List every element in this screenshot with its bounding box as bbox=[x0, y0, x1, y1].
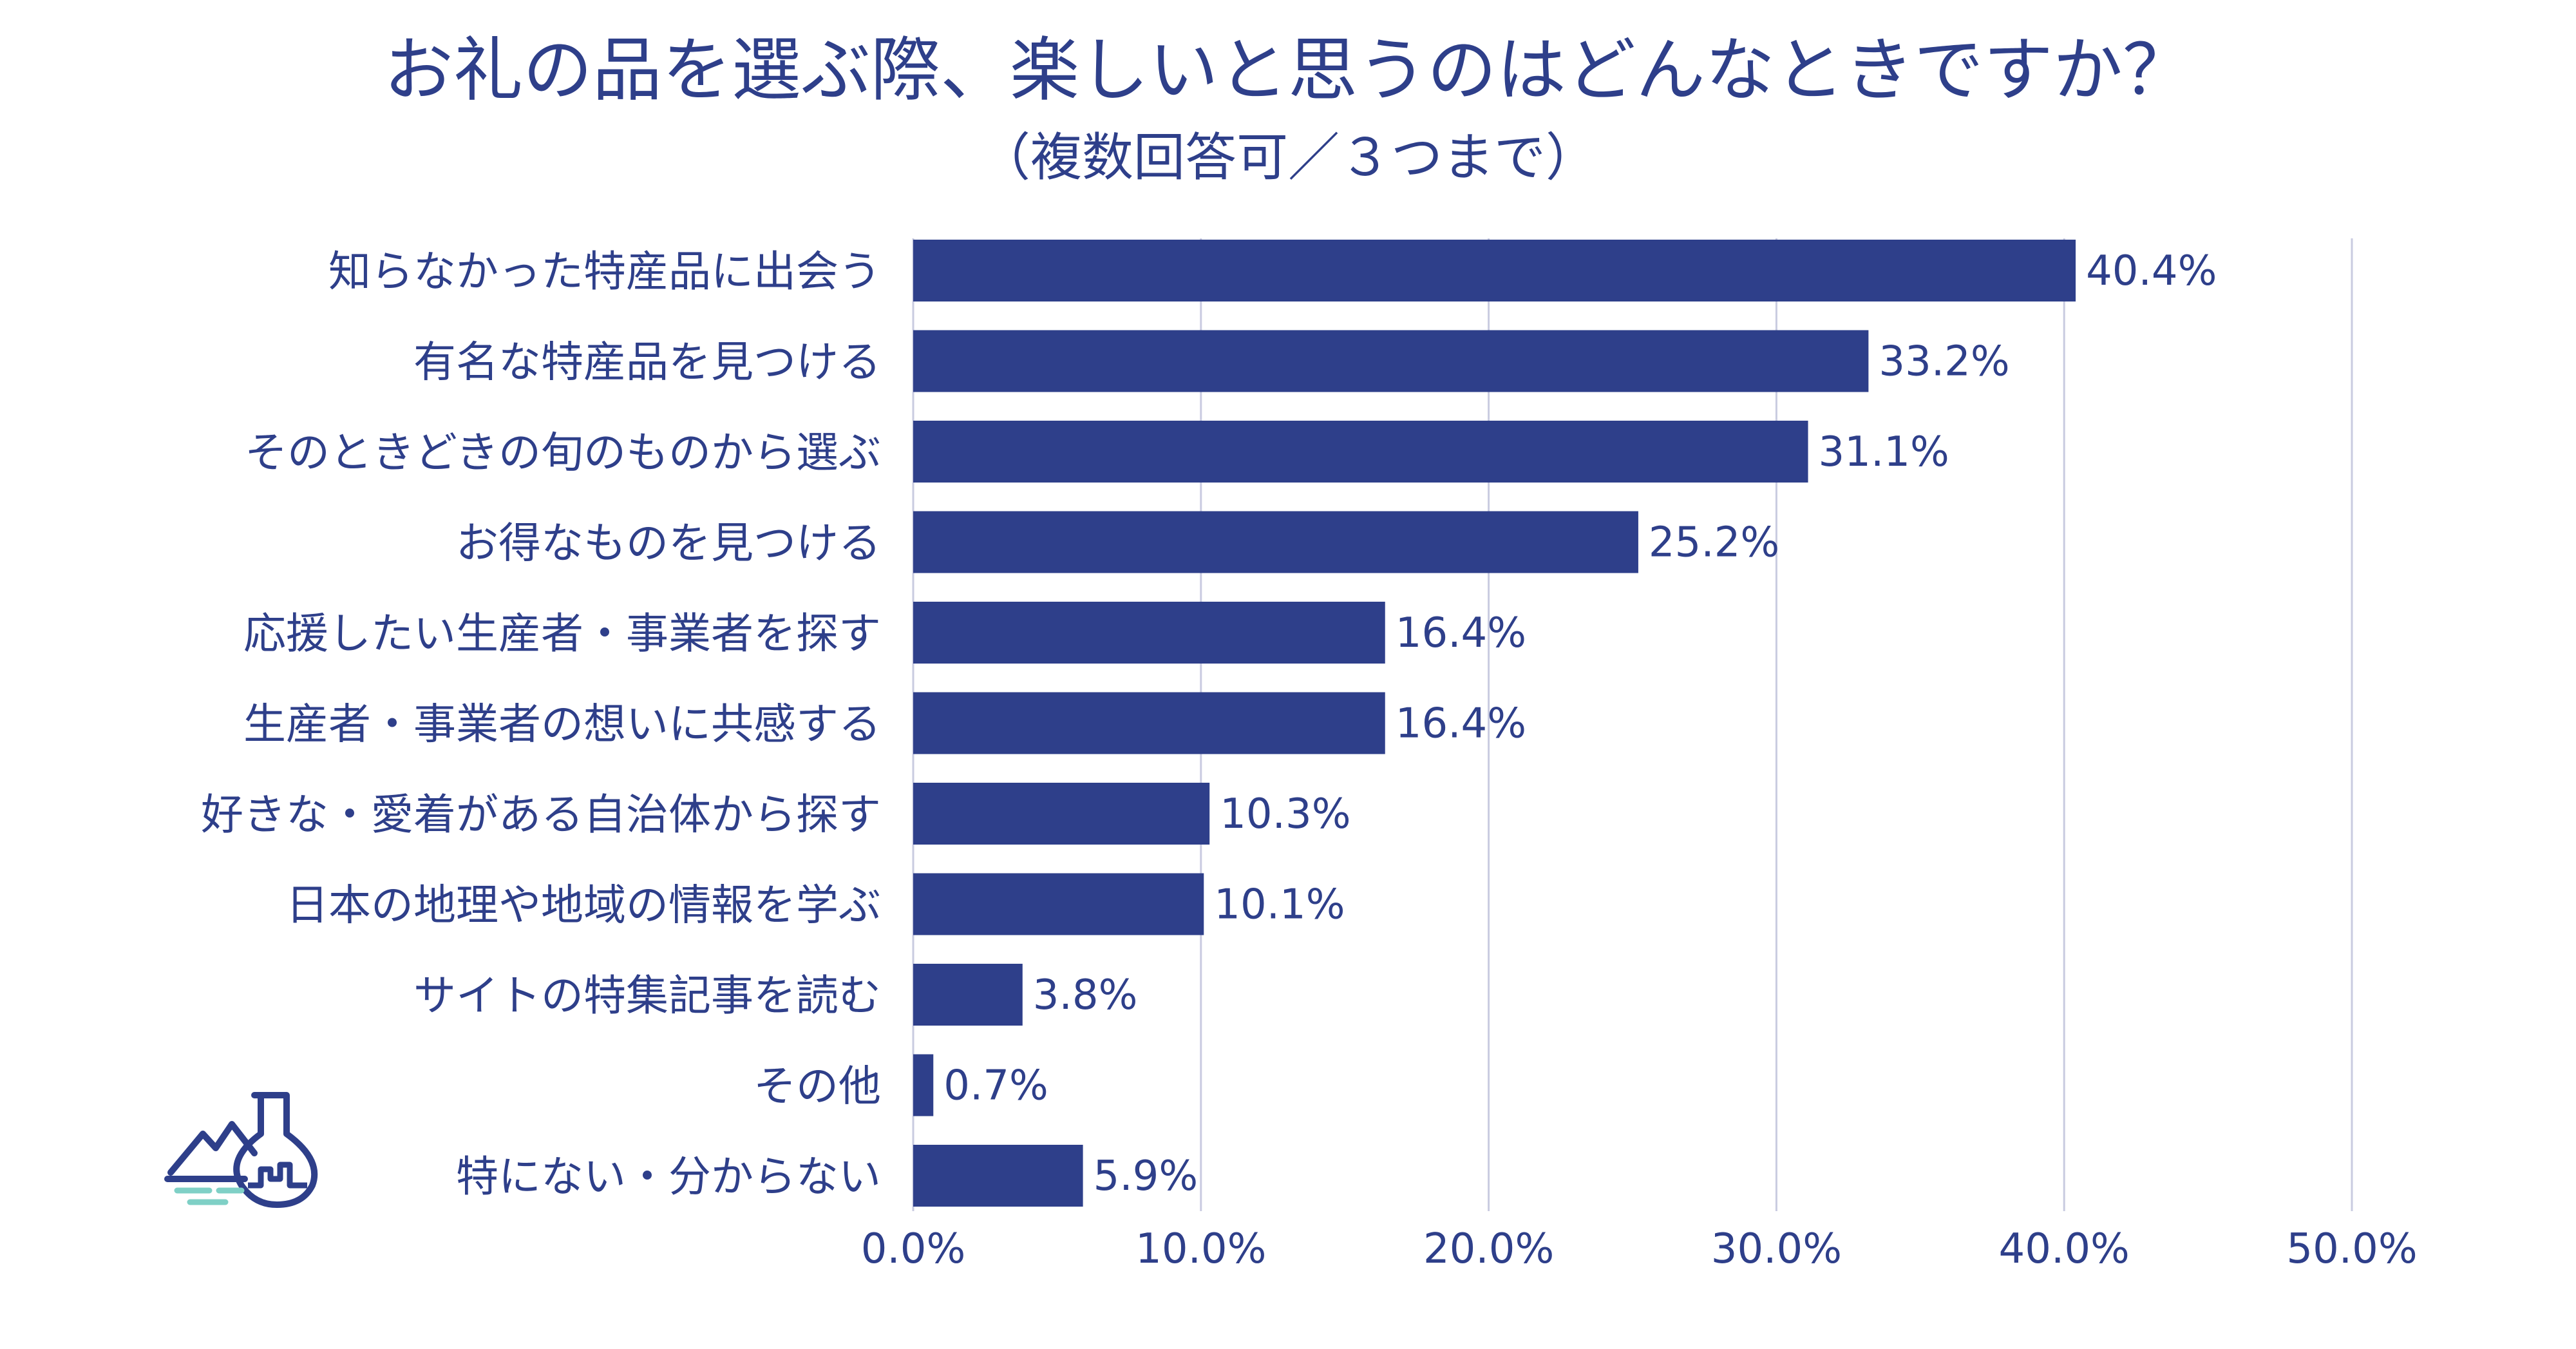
category-label: 特にない・分からない bbox=[456, 1152, 881, 1201]
bars bbox=[913, 240, 2076, 1207]
x-tick-label: 40.0% bbox=[1999, 1225, 2130, 1273]
value-label: 31.1% bbox=[1819, 428, 1949, 476]
x-tick-label: 10.0% bbox=[1135, 1225, 1266, 1273]
value-label: 5.9% bbox=[1094, 1153, 1198, 1200]
category-label: サイトの特集記事を読む bbox=[413, 971, 881, 1020]
category-label: 有名な特産品を見つける bbox=[413, 338, 881, 387]
value-label: 3.8% bbox=[1033, 971, 1138, 1019]
category-label: 応援したい生産者・事業者を探す bbox=[243, 609, 881, 658]
bar bbox=[913, 240, 2076, 301]
category-label: 日本の地理や地域の情報を学ぶ bbox=[286, 881, 881, 930]
x-tick-label: 0.0% bbox=[861, 1225, 966, 1273]
bar bbox=[913, 602, 1385, 664]
x-tick-label: 20.0% bbox=[1423, 1225, 1554, 1273]
bar bbox=[913, 964, 1023, 1026]
x-tick-label: 30.0% bbox=[1711, 1225, 1842, 1273]
chart-subtitle: （複数回答可／３つまで） bbox=[979, 128, 1597, 187]
value-label: 10.1% bbox=[1214, 881, 1345, 929]
bar bbox=[913, 873, 1204, 935]
bar bbox=[913, 1054, 934, 1116]
category-label: そのときどきの旬のものから選ぶ bbox=[245, 428, 881, 477]
labels: 0.0% 10.0% 20.0% 30.0% 40.0% 50.0% 知らなかった特産品に出… bbox=[201, 247, 2418, 1273]
value-label: 16.4% bbox=[1396, 700, 1526, 748]
chart-title: お礼の品を選ぶ際、楽しいと思うのはどんなときですか？ bbox=[383, 30, 2192, 111]
category-label: お得なものを見つける bbox=[456, 519, 881, 568]
category-label: 知らなかった特産品に出会う bbox=[328, 247, 881, 296]
value-label: 16.4% bbox=[1396, 609, 1526, 657]
bar bbox=[913, 692, 1385, 754]
bar bbox=[913, 511, 1638, 573]
bar bbox=[913, 1145, 1083, 1207]
category-label: 好きな・愛着がある自治体から探す bbox=[201, 790, 881, 839]
value-label: 40.4% bbox=[2086, 247, 2217, 295]
value-label: 25.2% bbox=[1649, 519, 1779, 567]
flask-mountain-logo-icon bbox=[164, 1089, 319, 1211]
x-tick-label: 50.0% bbox=[2286, 1225, 2417, 1273]
bar bbox=[913, 330, 1869, 392]
value-label: 10.3% bbox=[1220, 790, 1350, 838]
bar bbox=[913, 421, 1808, 483]
value-label: 0.7% bbox=[943, 1062, 1048, 1110]
value-label: 33.2% bbox=[1879, 338, 2009, 386]
category-label: 生産者・事業者の想いに共感する bbox=[243, 700, 881, 749]
category-label: その他 bbox=[753, 1062, 881, 1111]
bar bbox=[913, 783, 1210, 845]
